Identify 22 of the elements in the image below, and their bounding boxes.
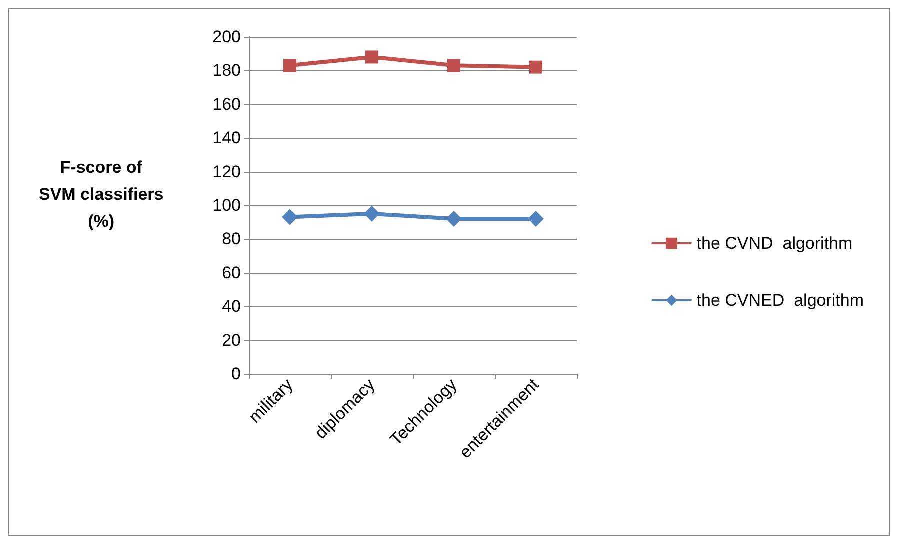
point [284, 59, 296, 72]
legend-label: the CVNED algorithm [696, 291, 864, 310]
y-tick-label: 60 [222, 263, 241, 282]
y-tick-label: 40 [222, 297, 241, 316]
y-tick-label: 140 [212, 128, 241, 148]
legend-label: the CVND algorithm [696, 234, 853, 253]
y-tick-label: 20 [222, 330, 241, 350]
point [446, 210, 462, 227]
point [448, 59, 460, 72]
point [282, 209, 298, 226]
point [528, 210, 544, 227]
point [364, 206, 380, 222]
y-tick-label: 80 [222, 230, 241, 249]
y-tick-label: 100 [212, 196, 241, 215]
y-tick-label: 120 [212, 162, 241, 182]
point [530, 60, 542, 74]
point [366, 50, 378, 64]
y-tick-label: 180 [212, 61, 241, 80]
y-tick-label: 0 [232, 364, 241, 384]
y-axis-title: F-score of SVM classifiers (%) [38, 158, 164, 231]
y-tick-label: 160 [212, 94, 241, 114]
y-tick-label: 200 [212, 28, 241, 46]
